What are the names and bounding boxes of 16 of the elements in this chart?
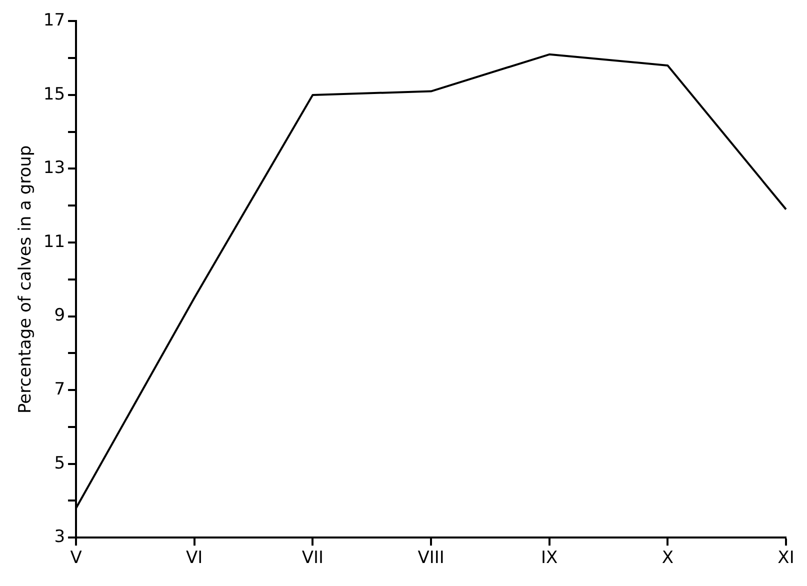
y-tick-label: 17 <box>43 10 66 31</box>
x-tick-label: XI <box>778 548 794 568</box>
y-tick-label: 3 <box>54 527 66 548</box>
y-axis-title: Percentage of calves in a group <box>16 145 36 414</box>
x-tick-label: VII <box>302 548 324 568</box>
x-tick-label: VIII <box>418 548 444 568</box>
x-tick-label: X <box>662 548 674 568</box>
y-tick-label: 7 <box>54 379 66 400</box>
y-tick-label: 15 <box>43 84 66 104</box>
y-tick-label: 9 <box>54 306 66 326</box>
x-tick-label: IX <box>541 548 558 568</box>
y-tick-label: 5 <box>54 453 66 474</box>
y-tick-label: 13 <box>43 158 66 178</box>
x-tick-label: VI <box>186 548 203 568</box>
y-tick-label: 11 <box>43 232 66 252</box>
x-tick-label: V <box>70 548 82 568</box>
